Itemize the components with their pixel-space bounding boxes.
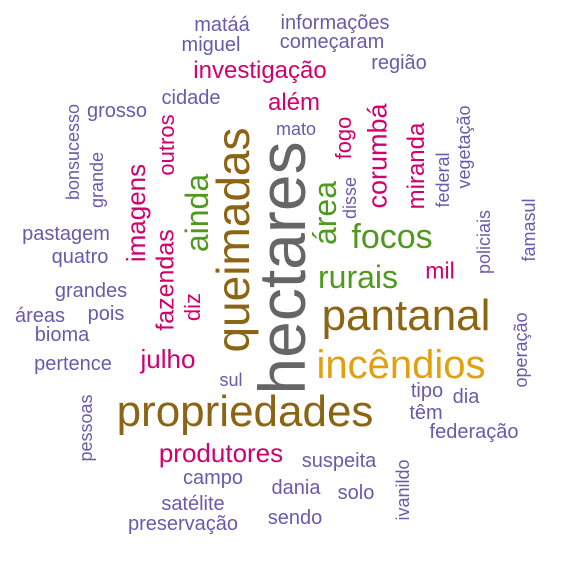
word-investigacao: investigação: [193, 57, 327, 84]
word-preservacao: preservação: [127, 513, 239, 535]
word-grande: grande: [87, 151, 107, 209]
word-pantanal: pantanal: [321, 291, 491, 340]
word-dia: dia: [452, 386, 480, 408]
word-regiao: região: [371, 52, 427, 74]
word-ivanildo: ivanildo: [393, 459, 413, 521]
word-mato: mato: [275, 119, 317, 139]
word-policiais: policiais: [474, 209, 494, 275]
word-federal: federal: [433, 152, 453, 208]
word-vegetacao: vegetação: [454, 105, 474, 189]
word-propriedades: propriedades: [116, 387, 374, 436]
word-federacao: federação: [429, 421, 519, 443]
word-campo: campo: [182, 467, 244, 489]
word-fazendas: fazendas: [151, 229, 180, 331]
word-famasul: famasul: [519, 198, 539, 262]
word-solo: solo: [337, 482, 375, 504]
word-operacao: operação: [511, 312, 531, 388]
word-mataa: matáá: [194, 14, 250, 36]
word-queimadas: queimadas: [207, 127, 259, 353]
word-quatro: quatro: [51, 246, 109, 268]
word-sendo: sendo: [267, 507, 323, 529]
word-julho: julho: [140, 344, 196, 374]
word-informacoes: informações: [280, 12, 390, 34]
word-pois: pois: [87, 303, 125, 325]
word-focos: focos: [351, 218, 433, 256]
word-rurais: rurais: [317, 259, 399, 295]
word-diz: diz: [180, 292, 205, 322]
word-area: área: [307, 180, 343, 246]
word-tipo: tipo: [410, 380, 444, 402]
word-tem: têm: [409, 402, 443, 424]
word-pertence: pertence: [34, 353, 112, 375]
word-satelite: satélite: [161, 493, 225, 515]
word-outros: outros: [154, 114, 179, 176]
word-pastagem: pastagem: [22, 223, 110, 245]
word-cidade: cidade: [161, 87, 221, 109]
word-mil: mil: [425, 257, 455, 284]
word-comecaram: começaram: [279, 31, 385, 53]
word-dania: dania: [271, 477, 321, 499]
word-grandes: grandes: [54, 280, 128, 302]
word-suspeita: suspeita: [301, 450, 377, 472]
word-fogo: fogo: [331, 116, 356, 160]
word-bioma: bioma: [34, 324, 90, 346]
word-alem: além: [267, 89, 321, 116]
word-produtores: produtores: [158, 438, 284, 468]
word-miguel: miguel: [181, 34, 241, 56]
word-pessoas: pessoas: [76, 394, 96, 462]
word-ainda: ainda: [179, 173, 215, 253]
word-grosso: grosso: [86, 100, 148, 122]
word-imagens: imagens: [121, 163, 151, 263]
word-bonsucesso: bonsucesso: [63, 103, 83, 201]
word-incendios: incêndios: [316, 343, 486, 387]
word-disse: disse: [340, 176, 360, 220]
word-areas: áreas: [14, 305, 66, 327]
word-miranda: miranda: [403, 122, 430, 210]
word-sul: sul: [219, 370, 243, 390]
word-corumba: corumbá: [362, 103, 393, 209]
